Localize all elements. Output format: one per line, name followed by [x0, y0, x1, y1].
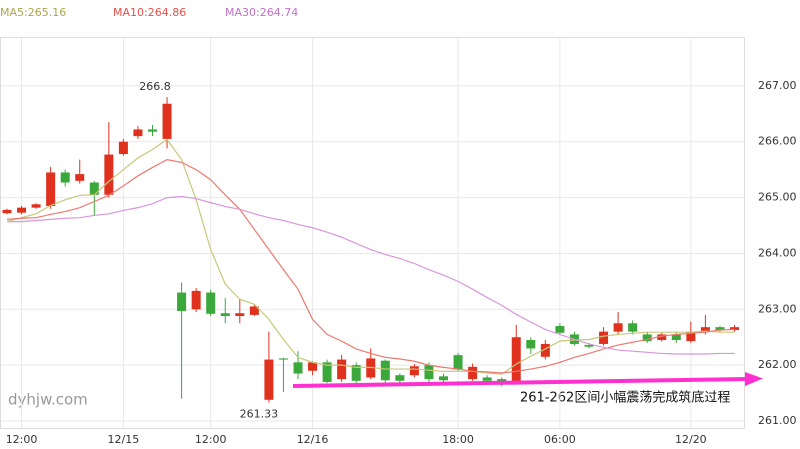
candle-body — [482, 377, 492, 381]
candle-body — [715, 327, 725, 330]
candle-body — [395, 375, 405, 381]
legend-entry: MA30:264.74 — [225, 6, 298, 19]
x-tick-label: 12/16 — [297, 433, 329, 446]
y-tick-label: 261.00 — [758, 414, 797, 427]
candle-body — [380, 360, 390, 381]
candle-body — [75, 174, 85, 181]
y-tick-label: 265.00 — [758, 191, 797, 204]
y-tick-label: 264.00 — [758, 246, 797, 259]
candle-body — [278, 358, 288, 360]
candle-body — [264, 359, 274, 400]
candle-body — [293, 362, 303, 374]
candle-body — [31, 204, 41, 208]
arrow-shaft — [292, 377, 749, 388]
ma-line — [6, 158, 735, 374]
candle-body — [671, 334, 681, 341]
y-tick-label: 266.00 — [758, 135, 797, 148]
y-tick-label: 267.00 — [758, 79, 797, 92]
candle-body — [613, 323, 623, 332]
annotation-note: 261-262区间小幅震荡完成筑底过程 — [520, 390, 730, 406]
candle-body — [453, 355, 463, 370]
high-label: 266.8 — [139, 80, 171, 93]
x-tick-label: 12:00 — [195, 433, 227, 446]
candle-body — [235, 313, 245, 317]
candle-body — [337, 359, 347, 380]
x-tick-label: 12:00 — [6, 433, 38, 446]
watermark: dyhjw.com — [8, 391, 88, 409]
candle-body — [17, 207, 27, 213]
ma-line — [7, 195, 735, 355]
candle-body — [424, 365, 434, 380]
y-tick-label: 263.00 — [758, 302, 797, 315]
candle-body — [46, 172, 56, 206]
candle-body — [60, 172, 70, 183]
low-label: 261.33 — [240, 408, 279, 421]
candle-body — [540, 343, 550, 357]
candle-body — [351, 365, 361, 381]
candle-body — [249, 306, 259, 315]
candle-body — [642, 334, 652, 342]
candle-body — [584, 345, 594, 347]
candle-body — [308, 362, 318, 371]
candle-body — [730, 327, 739, 330]
candle-body — [220, 313, 230, 317]
candle-body — [162, 103, 172, 139]
candle-body — [191, 290, 201, 310]
arrow-head — [745, 372, 763, 386]
candle-body — [118, 141, 128, 155]
candle-body — [439, 376, 448, 381]
candle-body — [409, 366, 419, 376]
x-tick-label: 12/20 — [675, 433, 707, 446]
y-tick-label: 262.00 — [758, 358, 797, 371]
x-tick-label: 18:00 — [442, 433, 474, 446]
ma-line — [6, 138, 735, 375]
candle-body — [322, 362, 332, 382]
candle-body — [468, 366, 478, 380]
x-tick-label: 06:00 — [544, 433, 576, 446]
candle-body — [206, 292, 216, 314]
candle-body — [599, 331, 609, 344]
legend-entry: MA10:264.86 — [113, 6, 186, 19]
candle-body — [686, 331, 696, 342]
candle-body — [2, 209, 12, 214]
plot-frame — [0, 37, 745, 429]
candle-body — [628, 323, 638, 332]
candle-body — [526, 340, 536, 349]
x-tick-label: 12/15 — [108, 433, 140, 446]
candle-body — [511, 337, 521, 384]
candle-body — [104, 154, 114, 195]
candle-body — [657, 334, 667, 341]
candle-body — [133, 129, 143, 137]
candle-body — [89, 182, 99, 195]
legend-entry: MA5:265.16 — [0, 6, 66, 19]
candle-body — [177, 292, 187, 311]
candle-body — [700, 327, 710, 332]
candle-body — [148, 129, 157, 132]
candle-body — [555, 326, 565, 333]
